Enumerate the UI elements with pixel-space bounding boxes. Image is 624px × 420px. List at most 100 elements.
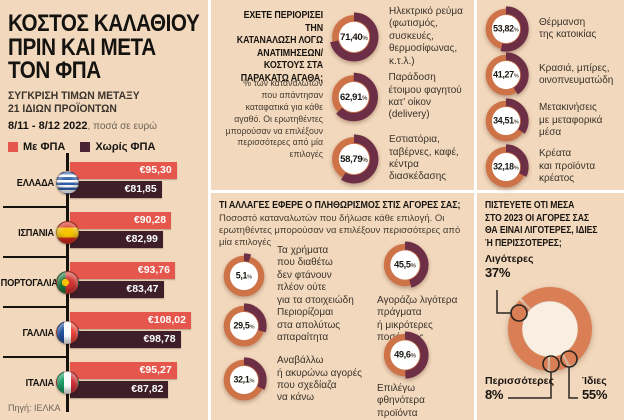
donut-chart-icon: 45,5% [381,241,429,289]
pie-label-more-value: 8% [485,386,504,402]
donut-chart-icon: 53,82% [483,6,529,52]
period-dates: 8/11 - 8/12 2022 [8,120,88,132]
country-row-france: ΓΑΛΛΙΑ €108,02 €98,78 [0,308,208,358]
donut-value: 29,5% [233,321,254,331]
pie-segment-same [508,287,592,371]
callout-circle-more [542,355,560,373]
panel-separator [208,0,211,420]
donut-hole [338,21,370,53]
donut-arc [483,98,529,144]
legend: Με ΦΠΑ Χωρίς ΦΠΑ [8,141,155,153]
donut-item-label: Εστιατόρια, ταβέρνες, καφέ, κέντρα διασκ… [389,134,459,183]
donut-item-heating: 53,82% Θέρμανση της κατοικίας [481,4,596,54]
donut-arc [329,134,379,184]
donut-arc [483,6,529,52]
bar-without-vat: €82,99 [70,231,163,248]
panel-inflation-changes: ΤΙ ΑΛΛΑΓΕΣ ΕΦΕΡΕ Ο ΠΛΗΘΩΡΙΣΜΟΣ ΣΤΙΣ ΑΓΟΡ… [211,193,474,420]
donut-hole [491,14,521,44]
bar-without-vat: €98,78 [70,331,181,348]
donut-item-label: Μετακινήσεις με μεταφορικά μέσα [539,102,603,139]
page-subtitle: ΣΥΓΚΡΙΣΗ ΤΙΜΩΝ ΜΕΤΑΞΥ 21 ΙΔΙΩΝ ΠΡΟΪΟΝΤΩΝ [8,90,140,116]
row-separator [3,256,67,258]
donut-value: 5,1% [236,271,252,281]
donut-hole [390,340,420,370]
donut-item-only-essentials: 29,5% Περιορίζομαι στα απολύτως απαραίτη… [219,301,340,351]
bar-with-vat: €95,30 [70,162,177,179]
donut-hole [229,311,259,341]
bar-with-vat: €108,02 [70,312,191,329]
donut-value: 62,91% [340,92,368,103]
period-note: , ποσά σε ευρώ [87,121,157,132]
donut-item-postpone-purchases: 32,1% Αναβάλλω ή ακυρώνω αγορές που σχεδ… [219,355,362,405]
donut-value: 32,1% [233,375,254,385]
question-note: Ποσοστό καταναλωτών που δήλωσε κάθε επιλ… [219,213,461,248]
donut-item-transport: 34,51% Μετακινήσεις με μεταφορικά μέσα [481,96,602,146]
donut-arc [483,52,529,98]
panel-consumption-items: 53,82% Θέρμανση της κατοικίας 41,27% Κρα… [477,0,624,190]
donut-arc [483,144,529,190]
donut-arc [329,12,379,62]
legend-without-vat: Χωρίς ΦΠΑ [80,141,155,153]
donut-value: 32,18% [493,162,519,172]
bar-without-vat: €81,85 [70,181,162,198]
legend-with-vat-label: Με ΦΠΑ [23,141,66,153]
donut-item-delivery: 62,91% Παράδοση έτοιμου φαγητού κατ’ οίκ… [327,70,474,124]
donut-hole [491,152,521,182]
donut-hole [491,106,521,136]
donut-item-label: Παράδοση έτοιμου φαγητού κατ’ οίκον (del… [388,72,462,121]
panel-separator [474,0,477,420]
period-line: 8/11 - 8/12 2022, ποσά σε ευρώ [8,120,157,132]
country-label: ΙΣΠΑΝΙΑ [18,228,54,239]
donut-chart-icon: 34,51% [483,98,529,144]
country-row-italy: ΙΤΑΛΙΑ €95,27 €87,82 [0,358,208,408]
pie-label-fewer-text: Λιγότερες [485,253,534,265]
donut-chart-icon: 32,18% [483,144,529,190]
donut-value: 45,5% [394,260,417,270]
legend-without-vat-label: Χωρίς ΦΠΑ [95,141,156,153]
callout-line-fewer [496,290,511,314]
donut-value: 49,6% [394,350,417,360]
country-label: ΓΑΛΛΙΑ [22,328,54,339]
donut-item-label: Κρέατα και προϊόντα κρέατος [539,148,596,185]
donut-hole [338,81,369,113]
bar-without-vat: €83,47 [70,281,164,298]
donut-chart-icon: 29,5% [221,303,267,349]
pie-hole [522,301,578,357]
donut-arc [221,303,267,349]
donut-hole [338,143,370,175]
donut-hole [491,60,521,90]
row-separator [3,206,67,208]
donut-item-label: Περιορίζομαι στα απολύτως απαραίτητα [277,307,341,344]
country-label: ΕΛΛΑΔΑ [16,178,54,189]
donut-item-label: Θέρμανση της κατοικίας [539,16,597,40]
donut-value: 71,40% [340,32,368,43]
source-note: Πηγή: ΙΕΛΚΑ [8,403,61,413]
country-row-greece: ΕΛΛΑΔΑ €95,30 €81,85 [0,158,208,208]
pie-segment-more [508,287,592,371]
donut-arc [221,253,267,299]
donut-hole [390,250,420,280]
donut-value: 53,82% [493,24,519,34]
pie-label-fewer-value: 37% [485,264,511,280]
country-row-portugal: ΠΟΡΤΟΓΑΛΙΑ €93,76 €83,47 [0,258,208,308]
question-header: ΠΙΣΤΕΥΕΤΕ ΟΤΙ ΜΕΣΑ ΣΤΟ 2023 ΟΙ ΑΓΟΡΕΣ ΣΑ… [485,199,598,249]
donut-chart-icon: 32,1% [221,357,267,403]
callout-circle-fewer [510,304,528,322]
donut-item-restaurants: 58,79% Εστιατόρια, ταβέρνες, καφέ, κέντρ… [327,132,459,186]
donut-arc [381,331,429,379]
donut-value: 41,27% [493,70,519,80]
donut-value: 34,51% [493,116,519,126]
bar-without-vat: €87,82 [70,381,169,398]
donut-hole [229,365,259,395]
donut-item-label: Ηλεκτρικό ρεύμα (φωτισμός, συσκευές, θερ… [389,6,463,67]
country-row-spain: ΙΣΠΑΝΙΑ €90,28 €82,99 [0,208,208,258]
donut-item-label: Αναβάλλω ή ακυρώνω αγορές που σχεδίαζα ν… [277,355,362,404]
question-header: ΤΙ ΑΛΛΑΓΕΣ ΕΦΕΡΕ Ο ΠΛΗΘΩΡΙΣΜΟΣ ΣΤΙΣ ΑΓΟΡ… [219,199,461,211]
panel-2023-expectations: ΠΙΣΤΕΥΕΤΕ ΟΤΙ ΜΕΣΑ ΣΤΟ 2023 ΟΙ ΑΓΟΡΕΣ ΣΑ… [477,193,624,420]
flag-greece-icon [56,171,79,194]
bar-with-vat: €90,28 [70,212,172,229]
question-header: ΕΧΕΤΕ ΠΕΡΙΟΡΙΣΕΙ ΤΗΝ ΚΑΤΑΝΑΛΩΣΗ ΛΟΓΩ ΑΝΑ… [236,9,323,84]
pie-label-more-text: Περισσότερες [485,375,555,387]
country-label: ΙΤΑΛΙΑ [25,378,55,389]
